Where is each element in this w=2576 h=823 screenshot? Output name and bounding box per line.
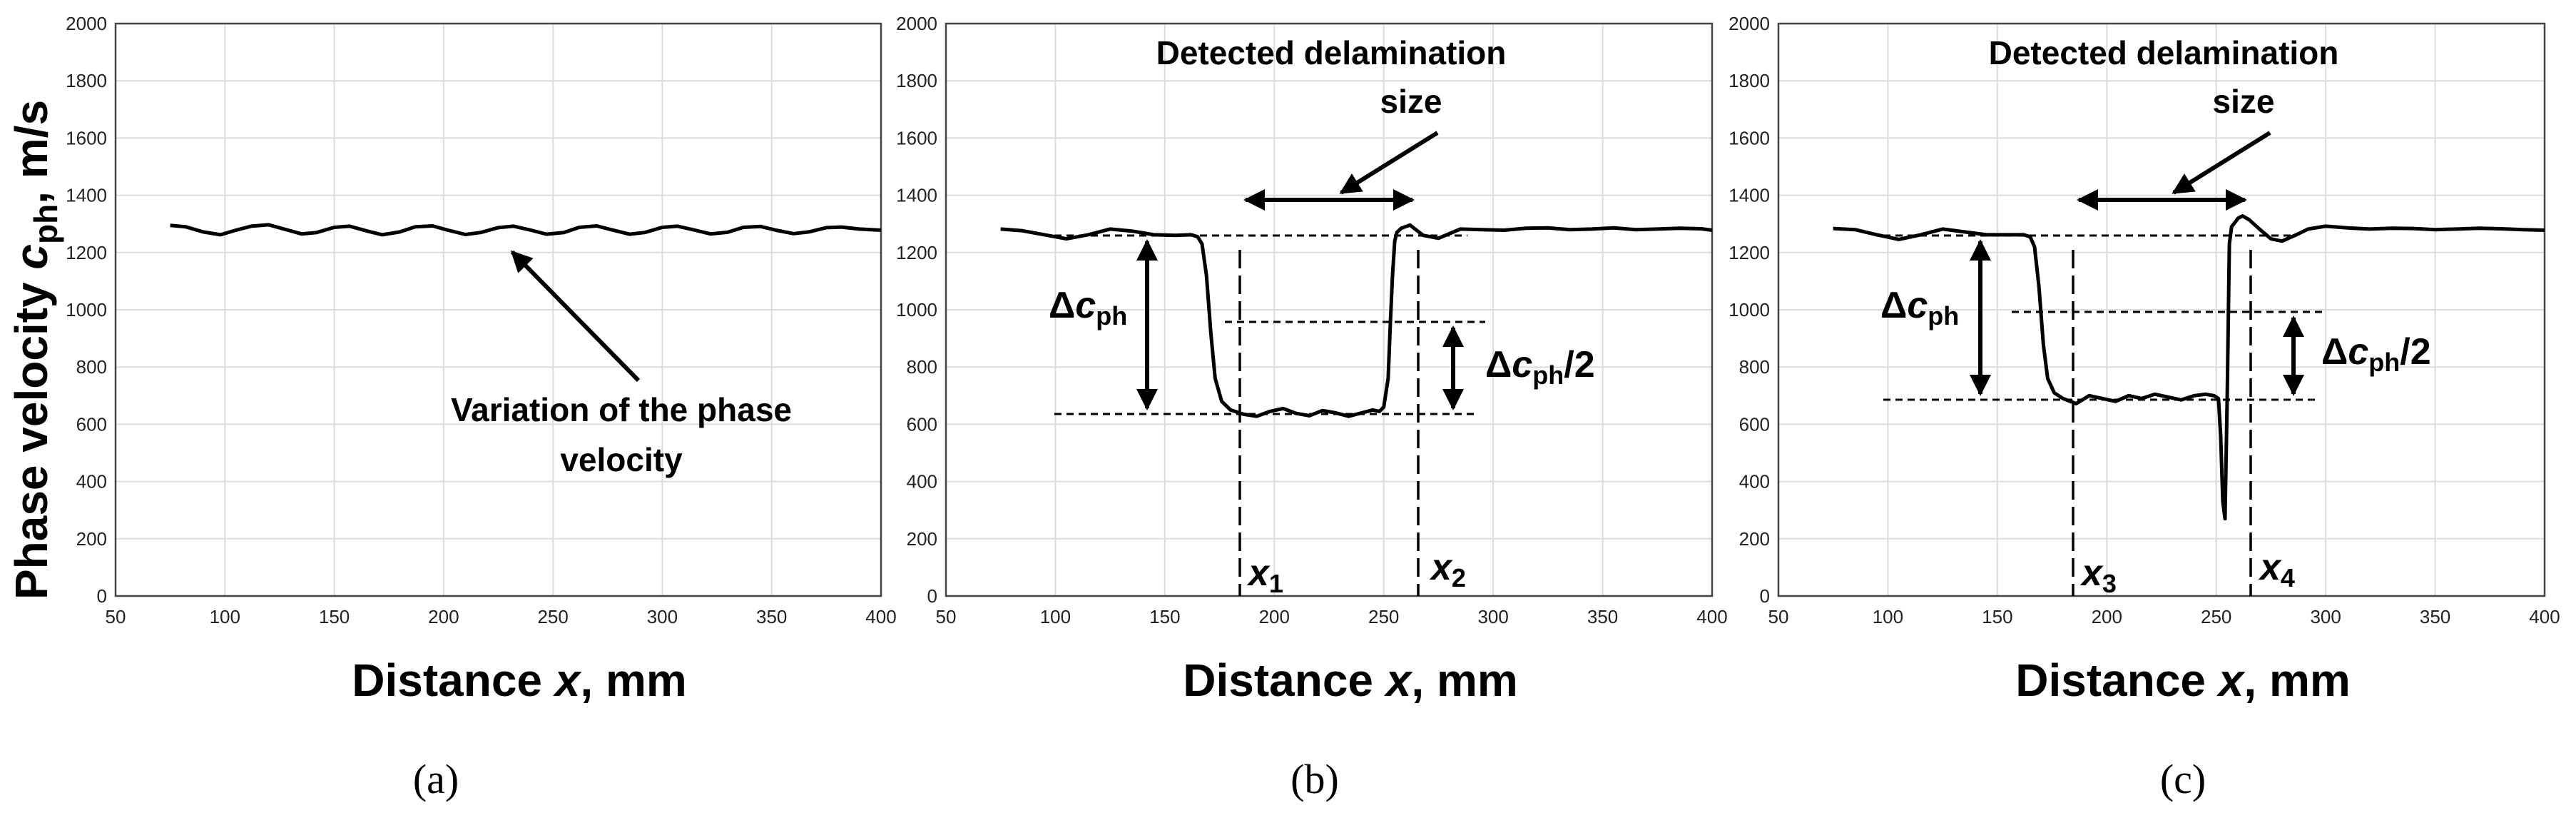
x-axis-label: Distance x, mm [1183, 655, 1518, 706]
x2-label: x2 [1429, 547, 1466, 592]
x-tick-label: 200 [2092, 606, 2122, 627]
delamination-title-line1: Detected delamination [1156, 34, 1507, 71]
y-tick-label: 600 [907, 413, 937, 435]
delta-cph-label: Δcph [1049, 285, 1127, 330]
chart-panel-b: 50 100 150 200 250 300 350 400 0 200 400 600 800 100… [896, 13, 1728, 802]
y-tick-label: 1400 [896, 185, 937, 206]
chart-panel-c: 50 100 150 200 250 300 350 400 0 200 400 600 800 100… [1729, 13, 2560, 802]
phase-velocity-line [1000, 223, 1713, 418]
half-delta-label: Δcph/2 [2321, 331, 2431, 377]
variation-arrow [510, 250, 641, 383]
y-tick-label: 800 [76, 356, 107, 378]
x-tick-label: 150 [1149, 606, 1180, 627]
x-tick-label: 300 [647, 606, 678, 627]
x1-label: x1 [1246, 552, 1283, 598]
y-tick-label: 2000 [66, 13, 107, 34]
delamination-pointer-arrow [2172, 131, 2271, 195]
y-tick-labels: 0 200 400 600 800 1000 1200 1400 1600 1800 2000 [1729, 13, 1770, 607]
plot-frame [1777, 22, 2546, 597]
x-tick-label: 400 [2529, 606, 2560, 627]
x-tick-label: 100 [1040, 606, 1071, 627]
x-tick-label: 150 [319, 606, 350, 627]
y-tick-label: 200 [907, 528, 937, 550]
shared-y-axis-label: Phase velocity cph, m/s [6, 100, 64, 600]
x-tick-label: 250 [537, 606, 568, 627]
panel-label-a: (a) [413, 756, 459, 802]
y-tick-label: 1000 [66, 299, 107, 320]
y-tick-label: 2000 [896, 13, 937, 34]
delamination-title-line1: Detected delamination [1989, 34, 2339, 71]
x-tick-label: 100 [1873, 606, 1903, 627]
x4-label: x4 [2258, 547, 2295, 592]
y-tick-label: 1800 [66, 70, 107, 91]
y-tick-label: 1800 [896, 70, 937, 91]
y-tick-label: 1600 [1729, 127, 1770, 148]
x-tick-label: 350 [756, 606, 787, 627]
x-tick-label: 350 [1587, 606, 1618, 627]
x-tick-label: 350 [2420, 606, 2450, 627]
x-tick-label: 200 [1259, 606, 1290, 627]
y-tick-label: 0 [1760, 585, 1770, 607]
y-tick-label: 1000 [896, 299, 937, 320]
y-tick-label: 600 [1739, 413, 1770, 435]
y-tick-label: 400 [907, 471, 937, 493]
plot-frame [114, 22, 882, 597]
x-tick-label: 250 [1368, 606, 1399, 627]
panel-label-c: (c) [2160, 756, 2206, 802]
y-tick-label: 2000 [1729, 13, 1770, 34]
y-tick-labels: 0 200 400 600 800 1000 1200 1400 1600 1800 2000 [896, 13, 937, 607]
delta-cph-label: Δcph [1880, 285, 1959, 330]
x-tick-label: 100 [210, 606, 240, 627]
y-tick-label: 1600 [896, 127, 937, 148]
x-tick-label: 50 [936, 606, 957, 627]
x-tick-labels: 50 100 150 200 250 300 350 400 [936, 606, 1728, 627]
y-tick-label: 0 [927, 585, 937, 607]
delamination-title-line2: size [1380, 83, 1442, 120]
chart-panel-a: 50 100 150 200 250 300 350 400 0 200 400 600 800 100… [66, 13, 897, 802]
y-tick-labels: 0 200 400 600 800 1000 1200 1400 1600 1800 2000 [66, 13, 107, 607]
x3-label: x3 [2079, 552, 2117, 598]
y-tick-label: 1200 [896, 242, 937, 263]
x-tick-label: 200 [428, 606, 459, 627]
y-tick-label: 400 [76, 471, 107, 493]
x-tick-label: 400 [1696, 606, 1727, 627]
half-delta-label: Δcph/2 [1485, 344, 1595, 390]
y-tick-label: 1000 [1729, 299, 1770, 320]
y-tick-label: 600 [76, 413, 107, 435]
x-axis-label: Distance x, mm [352, 655, 687, 706]
x-tick-label: 50 [1768, 606, 1789, 627]
y-tick-label: 800 [1739, 356, 1770, 378]
panel-label-b: (b) [1290, 756, 1339, 802]
delamination-pointer-arrow [1339, 131, 1439, 195]
delamination-title-line2: size [2213, 83, 2275, 120]
variation-annotation-line2: velocity [560, 441, 683, 478]
x-tick-label: 300 [1477, 606, 1508, 627]
y-tick-label: 1200 [1729, 242, 1770, 263]
x-axis-label: Distance x, mm [2015, 655, 2351, 706]
phase-velocity-line [1833, 214, 2545, 521]
y-tick-label: 1400 [66, 185, 107, 206]
variation-annotation-line1: Variation of the phase [451, 391, 792, 428]
y-tick-label: 200 [76, 528, 107, 550]
x-tick-label: 400 [865, 606, 896, 627]
x-tick-labels: 50 100 150 200 250 300 350 400 [1768, 606, 2560, 627]
y-tick-label: 800 [907, 356, 937, 378]
x-tick-label: 150 [1982, 606, 2012, 627]
grid [115, 23, 882, 597]
x-tick-label: 50 [106, 606, 126, 627]
x-tick-labels: 50 100 150 200 250 300 350 400 [106, 606, 897, 627]
y-tick-label: 0 [97, 585, 107, 607]
y-tick-label: 1800 [1729, 70, 1770, 91]
y-tick-label: 200 [1739, 528, 1770, 550]
x-tick-label: 300 [2310, 606, 2341, 627]
y-tick-label: 1200 [66, 242, 107, 263]
phase-velocity-line [170, 223, 882, 237]
y-tick-label: 400 [1739, 471, 1770, 493]
y-tick-label: 1600 [66, 127, 107, 148]
x-tick-label: 250 [2201, 606, 2231, 627]
plot-frame [945, 22, 1714, 597]
y-tick-label: 1400 [1729, 185, 1770, 206]
